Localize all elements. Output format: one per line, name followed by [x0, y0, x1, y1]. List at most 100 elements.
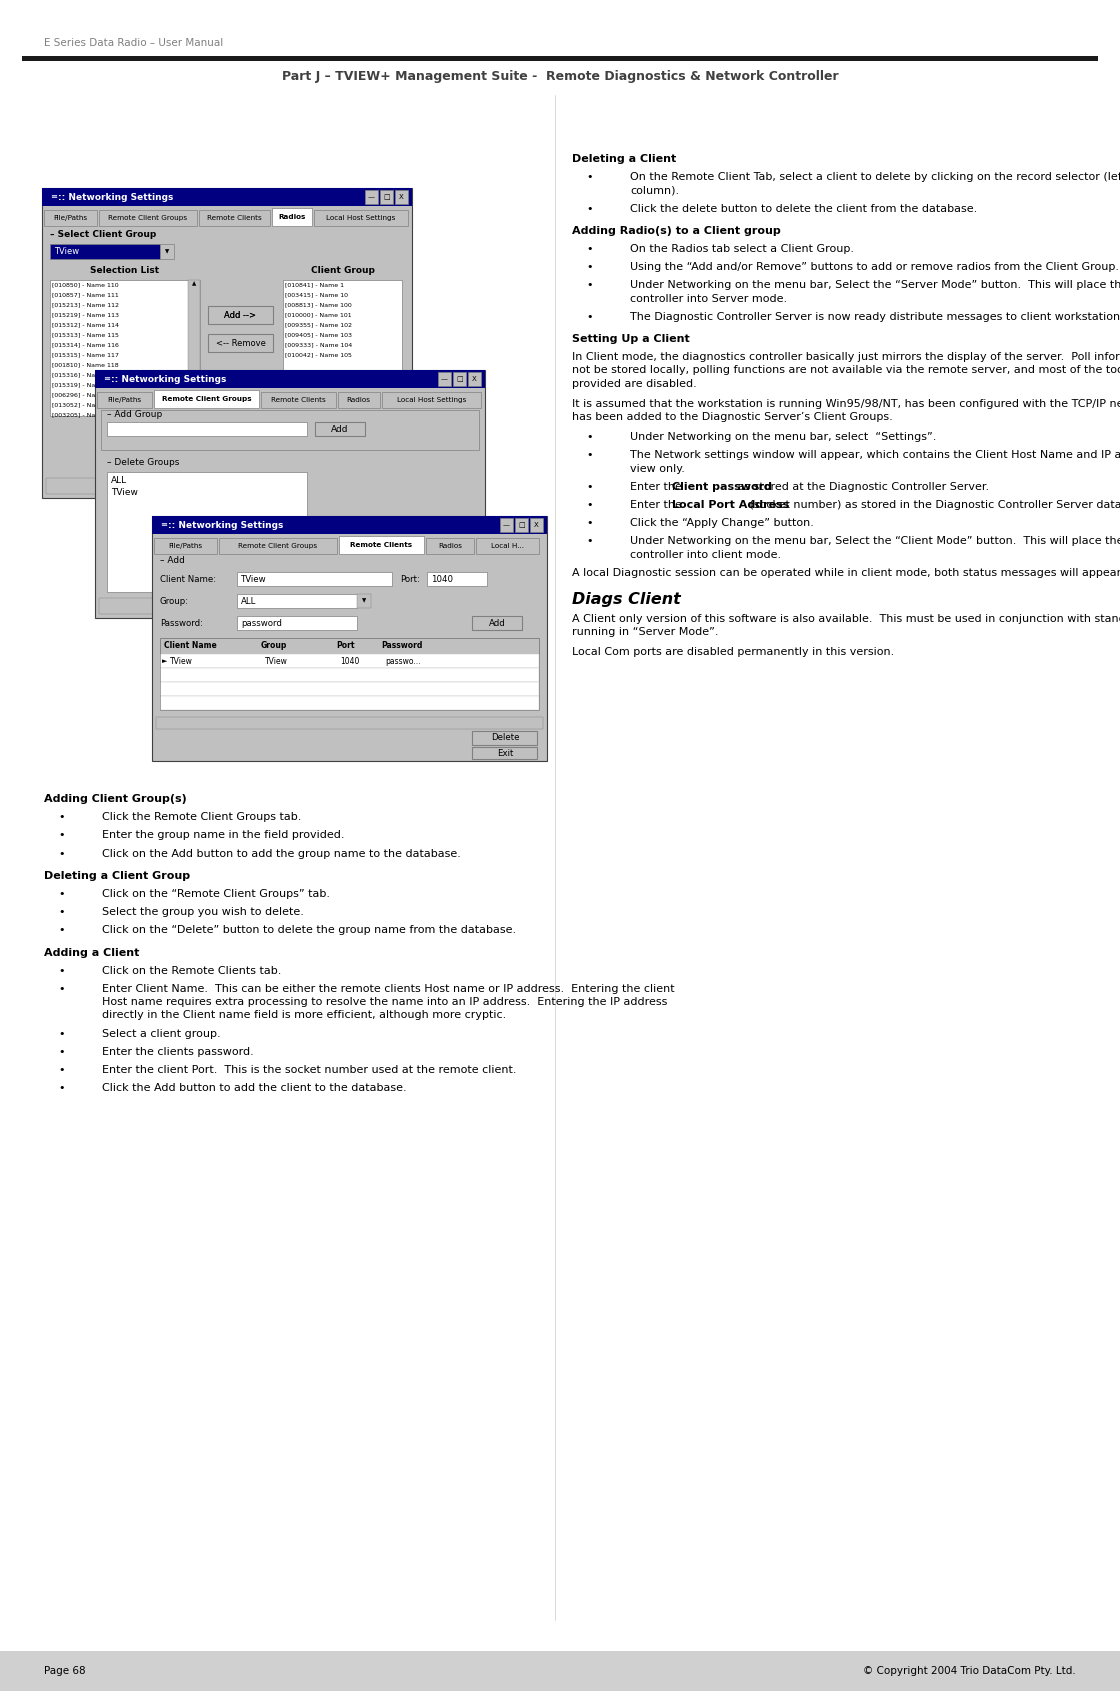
- Text: as stored at the Diagnostic Controller Server.: as stored at the Diagnostic Controller S…: [734, 482, 989, 492]
- Text: – Add Group: – Add Group: [108, 409, 162, 419]
- Text: Click the Add button to add the client to the database.: Click the Add button to add the client t…: [102, 1084, 407, 1092]
- Bar: [283, 281, 402, 416]
- Text: File/Paths: File/Paths: [168, 543, 203, 550]
- Bar: [188, 281, 200, 416]
- Text: Click the delete button to delete the client from the database.: Click the delete button to delete the cl…: [629, 203, 978, 213]
- Text: Password: Password: [381, 641, 422, 651]
- Text: Add: Add: [332, 424, 348, 433]
- Text: Radios: Radios: [438, 543, 461, 550]
- Text: •: •: [586, 501, 592, 511]
- Text: •: •: [58, 889, 65, 900]
- Bar: [199, 210, 270, 227]
- Text: Client Group: Client Group: [310, 265, 374, 276]
- Text: TView: TView: [265, 656, 288, 666]
- Text: •: •: [586, 517, 592, 528]
- Bar: [472, 616, 522, 631]
- Text: Password:: Password:: [160, 619, 203, 627]
- Text: The Network settings window will appear, which contains the Client Host Name and: The Network settings window will appear,…: [629, 450, 1120, 460]
- Text: [008813] - Name 100: [008813] - Name 100: [284, 303, 352, 308]
- Text: Client Name: Client Name: [164, 641, 217, 651]
- Text: A local Diagnostic session can be operated while in client mode, both status mes: A local Diagnostic session can be operat…: [572, 568, 1120, 578]
- Text: •: •: [58, 1047, 65, 1057]
- Bar: [261, 392, 336, 408]
- Bar: [108, 472, 307, 592]
- Text: On the Radios tab select a Client Group.: On the Radios tab select a Client Group.: [629, 244, 853, 254]
- Text: Enter the group name in the field provided.: Enter the group name in the field provid…: [102, 830, 345, 840]
- Text: 1040: 1040: [340, 656, 360, 666]
- Text: Diags Client: Diags Client: [572, 592, 681, 607]
- Text: Click the Remote Client Groups tab.: Click the Remote Client Groups tab.: [102, 812, 301, 822]
- Text: password: password: [241, 619, 282, 627]
- Text: Click on the “Delete” button to delete the group name from the database.: Click on the “Delete” button to delete t…: [102, 925, 516, 935]
- Bar: [97, 392, 152, 408]
- Text: —: —: [441, 375, 448, 382]
- Text: •: •: [58, 812, 65, 822]
- Text: has been added to the Diagnostic Server’s Client Groups.: has been added to the Diagnostic Server’…: [572, 413, 893, 423]
- Text: <-- Remove: <-- Remove: [215, 338, 265, 347]
- Bar: [156, 717, 543, 729]
- Text: controller into Server mode.: controller into Server mode.: [629, 294, 787, 304]
- Text: Part J – TVIEW+ Management Suite -  Remote Diagnostics & Network Controller: Part J – TVIEW+ Management Suite - Remot…: [282, 69, 838, 83]
- Bar: [108, 423, 307, 436]
- Bar: [101, 409, 479, 450]
- Bar: [472, 731, 536, 746]
- Text: :: Networking Settings: :: Networking Settings: [111, 374, 226, 384]
- Bar: [99, 599, 480, 614]
- Text: •: •: [58, 1065, 65, 1075]
- Bar: [95, 370, 485, 387]
- Text: Remote Clients: Remote Clients: [351, 543, 412, 548]
- Text: ALL: ALL: [241, 597, 256, 605]
- Text: ▼: ▼: [165, 249, 169, 254]
- Text: Adding a Client: Adding a Client: [44, 947, 139, 957]
- Text: ▼: ▼: [192, 423, 196, 428]
- Bar: [337, 392, 380, 408]
- Text: Add: Add: [488, 619, 505, 627]
- Text: Port: Port: [336, 641, 355, 651]
- Text: Client Name:: Client Name:: [160, 575, 216, 583]
- Bar: [380, 189, 393, 205]
- Text: Local H...: Local H...: [491, 543, 524, 550]
- Text: TView: TView: [111, 489, 138, 497]
- Text: •: •: [586, 433, 592, 443]
- Text: Enter the client Port.  This is the socket number used at the remote client.: Enter the client Port. This is the socke…: [102, 1065, 516, 1075]
- Bar: [44, 210, 96, 227]
- Text: •: •: [58, 925, 65, 935]
- Text: Remote Clients: Remote Clients: [207, 215, 262, 222]
- Text: Add -->: Add -->: [224, 311, 256, 320]
- Bar: [160, 668, 539, 681]
- Text: Click on the Remote Clients tab.: Click on the Remote Clients tab.: [102, 966, 281, 976]
- Bar: [22, 56, 1098, 61]
- Bar: [155, 391, 259, 408]
- Text: [015219] - Name 113: [015219] - Name 113: [52, 313, 119, 316]
- Text: Delete: Delete: [491, 734, 520, 742]
- Text: In Client mode, the diagnostics controller basically just mirrors the display of: In Client mode, the diagnostics controll…: [572, 352, 1120, 362]
- Text: column).: column).: [629, 186, 679, 196]
- Text: 1040: 1040: [431, 575, 452, 583]
- Text: Radios: Radios: [279, 215, 306, 220]
- Text: directly in the Client name field is more efficient, although more cryptic.: directly in the Client name field is mor…: [102, 1011, 506, 1020]
- Bar: [500, 517, 513, 533]
- Text: [009405] - Name 103: [009405] - Name 103: [284, 331, 352, 337]
- Text: [013052] - Name 122: [013052] - Name 122: [52, 402, 119, 408]
- Text: ≡: ≡: [160, 521, 167, 529]
- Text: ≡: ≡: [50, 193, 57, 201]
- Text: •: •: [58, 1028, 65, 1038]
- Text: [015313] - Name 115: [015313] - Name 115: [52, 331, 119, 337]
- Text: Remote Clients: Remote Clients: [271, 397, 326, 402]
- Bar: [50, 281, 200, 416]
- Bar: [395, 189, 408, 205]
- Text: ▼: ▼: [362, 599, 366, 604]
- Text: [015213] - Name 112: [015213] - Name 112: [52, 303, 119, 308]
- Text: •: •: [58, 906, 65, 917]
- Bar: [160, 244, 174, 259]
- Text: Local Com ports are disabled permanently in this version.: Local Com ports are disabled permanently…: [572, 648, 894, 658]
- Text: X: X: [399, 194, 404, 200]
- Text: ≡: ≡: [103, 374, 110, 384]
- Text: A Client only version of this software is also available.  This must be used in : A Client only version of this software i…: [572, 614, 1120, 624]
- Text: [009355] - Name 102: [009355] - Name 102: [284, 321, 352, 326]
- Text: •: •: [586, 482, 592, 492]
- Bar: [160, 638, 539, 654]
- Text: Local Host Settings: Local Host Settings: [396, 397, 466, 402]
- Text: •: •: [58, 849, 65, 859]
- Text: On the Remote Client Tab, select a client to delete by clicking on the record se: On the Remote Client Tab, select a clien…: [629, 172, 1120, 183]
